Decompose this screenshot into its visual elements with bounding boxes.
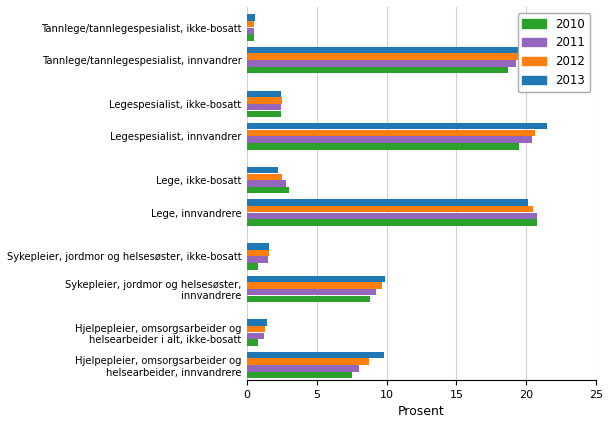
Bar xyxy=(247,319,267,326)
Bar xyxy=(247,173,282,180)
Bar xyxy=(247,212,537,219)
Bar xyxy=(247,136,532,143)
Bar xyxy=(247,110,281,117)
Bar xyxy=(247,219,537,226)
Bar xyxy=(247,333,264,339)
Bar xyxy=(247,352,384,358)
Bar xyxy=(247,275,386,282)
Bar xyxy=(247,130,534,136)
Bar xyxy=(247,187,289,193)
Bar xyxy=(247,21,254,28)
Bar xyxy=(247,199,528,206)
Bar xyxy=(247,340,258,346)
Bar xyxy=(247,250,270,256)
Bar xyxy=(247,243,270,249)
Bar xyxy=(247,365,359,371)
Bar xyxy=(247,257,268,263)
Bar xyxy=(247,104,281,110)
Bar xyxy=(247,326,265,332)
Bar xyxy=(247,47,534,53)
Bar xyxy=(247,282,382,289)
Bar xyxy=(247,358,368,365)
Bar xyxy=(247,372,352,378)
Bar xyxy=(247,54,523,60)
Bar xyxy=(247,123,547,130)
Bar xyxy=(247,14,256,21)
X-axis label: Prosent: Prosent xyxy=(398,405,445,418)
Bar xyxy=(247,60,517,67)
Bar xyxy=(247,289,376,295)
Bar xyxy=(247,263,258,269)
Bar xyxy=(247,28,254,34)
Legend: 2010, 2011, 2012, 2013: 2010, 2011, 2012, 2013 xyxy=(518,13,590,92)
Bar xyxy=(247,91,281,97)
Bar xyxy=(247,167,278,173)
Bar xyxy=(247,296,370,302)
Bar xyxy=(247,34,254,41)
Bar xyxy=(247,67,508,73)
Bar xyxy=(247,97,282,104)
Bar xyxy=(247,143,519,150)
Bar xyxy=(247,180,286,187)
Bar xyxy=(247,206,533,212)
